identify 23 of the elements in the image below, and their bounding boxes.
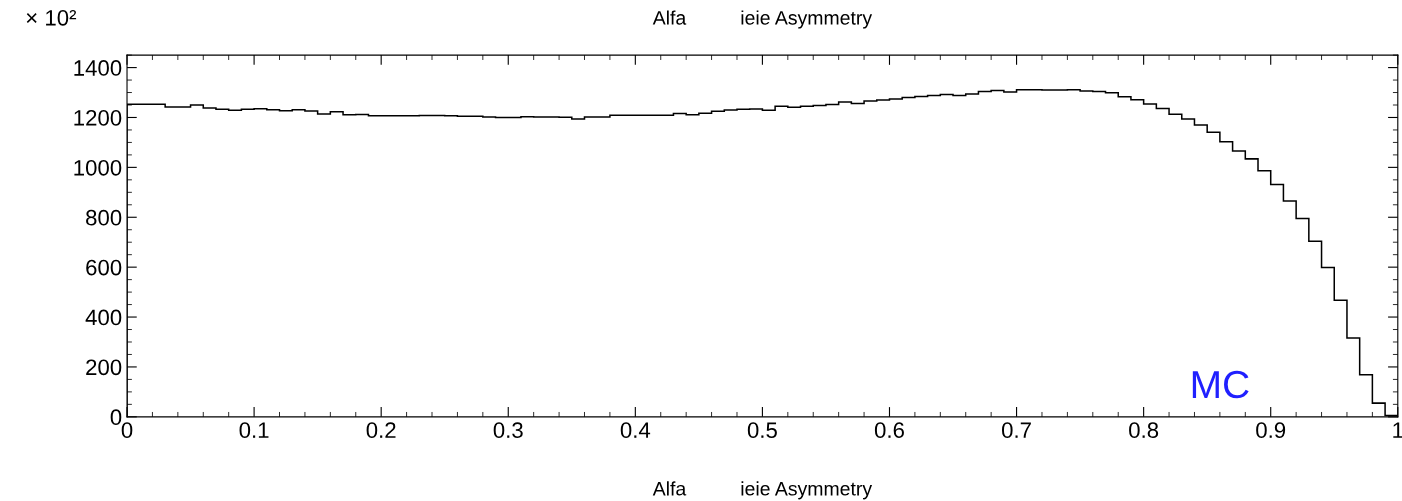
x-tick-label: 0.6: [874, 422, 904, 439]
y-tick-label: 800: [86, 209, 122, 226]
x-axis-title: Alfa ieie Asymmetry: [652, 481, 873, 500]
x-tick-label: 0.7: [1001, 422, 1031, 439]
y-tick-label: 400: [85, 309, 122, 326]
x-tick-label: 0.3: [493, 422, 523, 439]
x-tick-label: 0.2: [366, 422, 396, 439]
x-tick-label: 0.1: [239, 422, 269, 439]
annotation: MC: [1192, 370, 1249, 399]
y-tick-label: 1400: [74, 60, 122, 76]
x-tick-label: 0.9: [1256, 422, 1286, 439]
y-tick-label: 600: [86, 259, 122, 276]
y-tick-label: 0: [110, 409, 122, 426]
x-tick-label: 0.5: [747, 422, 777, 439]
x-tick-label: 1: [1393, 422, 1402, 438]
text: × 10²: [26, 9, 77, 26]
chart-title: Alfa ieie Asymmetry: [652, 10, 873, 29]
y-tick-label: 200: [86, 359, 122, 376]
y-tick-label: 1000: [74, 159, 122, 176]
x-tick-label: 0.4: [620, 422, 651, 439]
x-tick-label: 0.8: [1129, 422, 1159, 439]
x-tick-label: 0: [121, 422, 133, 439]
y-tick-label: 1200: [74, 110, 122, 126]
